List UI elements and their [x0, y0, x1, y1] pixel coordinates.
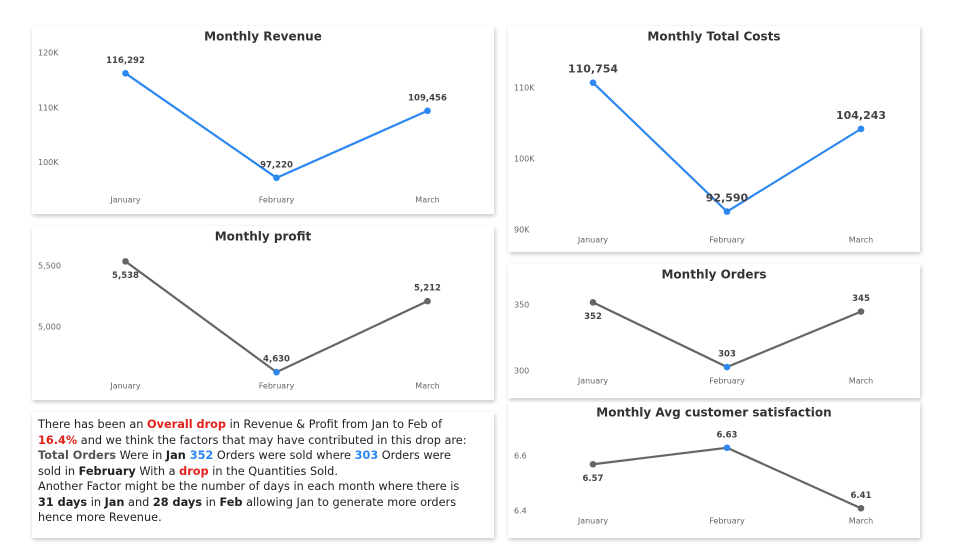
note-text: Orders were sold in	[38, 449, 455, 478]
note-text: in the Quantities Sold.	[208, 464, 338, 478]
chart-title: Monthly Orders	[661, 268, 766, 282]
note-text: drop	[179, 464, 209, 478]
point	[723, 444, 731, 452]
x-tick-label: February	[709, 377, 745, 386]
data-label: 97,220	[260, 160, 293, 170]
data-label: 6.63	[717, 430, 738, 440]
x-tick-label: January	[577, 517, 609, 526]
note-text: 352	[185, 449, 214, 462]
point	[122, 258, 129, 265]
note-paragraph: There has been an Overall drop in Revenu…	[38, 417, 476, 479]
data-label: 6.41	[851, 491, 872, 501]
data-label: 104,243	[836, 109, 886, 122]
y-tick-label: 6.6	[514, 452, 527, 461]
note-text: allowing Jan to generate more orders hen…	[38, 495, 460, 525]
x-tick-label: February	[259, 196, 295, 205]
data-label: 110,754	[568, 63, 618, 76]
x-tick-label: March	[849, 517, 873, 526]
x-tick-label: February	[709, 236, 745, 245]
x-tick-label: March	[415, 382, 439, 391]
note-text: There has been an	[38, 418, 148, 431]
note-text: 303	[354, 449, 379, 462]
note-text: in Revenue & Profit from Jan to Feb of	[226, 418, 446, 431]
y-tick-label: 100K	[38, 158, 59, 167]
y-tick-label: 5,000	[38, 323, 61, 332]
point	[589, 299, 597, 306]
chart-panel	[508, 26, 920, 252]
note-text: Total Orders	[38, 449, 117, 462]
data-label: 4,630	[263, 355, 290, 365]
note-text: in	[87, 495, 105, 509]
y-tick-label: 5,500	[38, 262, 61, 271]
note-text: Jan	[165, 449, 186, 462]
note-text: in	[202, 495, 220, 509]
x-tick-label: January	[577, 236, 609, 245]
x-tick-label: March	[849, 236, 873, 245]
point	[273, 174, 280, 182]
note-paragraph: Another Factor might be the number of da…	[38, 479, 476, 526]
chart-title: Monthly profit	[215, 230, 312, 244]
y-tick-label: 120K	[38, 49, 59, 58]
point	[589, 460, 597, 468]
data-label: 92,590	[706, 192, 749, 205]
y-tick-label: 300	[514, 367, 529, 376]
note-panel	[32, 412, 494, 538]
note: There has been an Overall drop in Revenu…	[32, 412, 482, 538]
x-tick-label: March	[415, 196, 439, 205]
x-tick-label: January	[577, 377, 609, 386]
point	[723, 363, 731, 371]
chart-panel	[508, 402, 920, 538]
point	[122, 70, 129, 77]
note-text: and	[124, 495, 153, 509]
note-text: Jan	[104, 495, 125, 509]
note-text: and we think the factors that may have c…	[77, 433, 471, 447]
y-tick-label: 100K	[514, 155, 535, 164]
point	[589, 79, 597, 86]
point	[424, 107, 431, 115]
note-text: Feb	[219, 495, 243, 509]
note-text: 16.4%	[38, 433, 78, 447]
chart-title: Monthly Revenue	[204, 30, 322, 44]
note-text: 28 days	[152, 495, 203, 509]
y-tick-label: 6.4	[514, 507, 527, 516]
data-label: 345	[852, 294, 870, 304]
point	[857, 125, 865, 133]
y-tick-label: 90K	[514, 226, 530, 235]
x-tick-label: February	[709, 517, 745, 526]
x-tick-label: January	[109, 196, 141, 205]
note-text: 31 days	[38, 495, 88, 509]
note-text: Orders were sold where	[213, 449, 355, 462]
point	[273, 368, 280, 376]
x-tick-label: January	[109, 382, 141, 391]
point	[723, 208, 731, 215]
x-tick-label: March	[849, 377, 873, 386]
data-label: 5,538	[112, 271, 139, 281]
chart-title: Monthly Total Costs	[647, 30, 780, 44]
chart-title: Monthly Avg customer satisfaction	[596, 406, 831, 420]
y-tick-label: 350	[514, 301, 529, 310]
data-label: 109,456	[408, 93, 447, 103]
data-label: 5,212	[414, 284, 441, 294]
y-tick-label: 110K	[38, 103, 59, 112]
data-label: 303	[718, 350, 736, 360]
data-label: 116,292	[106, 56, 145, 66]
note-text: February	[78, 464, 136, 478]
data-label: 352	[584, 312, 602, 322]
chart-panel	[32, 226, 494, 400]
note-text: Another Factor might be the number of da…	[38, 480, 463, 493]
x-tick-label: February	[259, 382, 295, 391]
point	[857, 308, 865, 315]
y-tick-label: 110K	[514, 84, 535, 93]
point	[424, 297, 431, 305]
chart-panel	[32, 26, 494, 214]
note-text: Were in	[116, 449, 166, 462]
note-text: Overall drop	[147, 418, 227, 431]
chart-panel	[508, 264, 920, 398]
data-label: 6.57	[583, 474, 604, 484]
note-text: With a	[135, 464, 180, 478]
point	[857, 504, 865, 512]
